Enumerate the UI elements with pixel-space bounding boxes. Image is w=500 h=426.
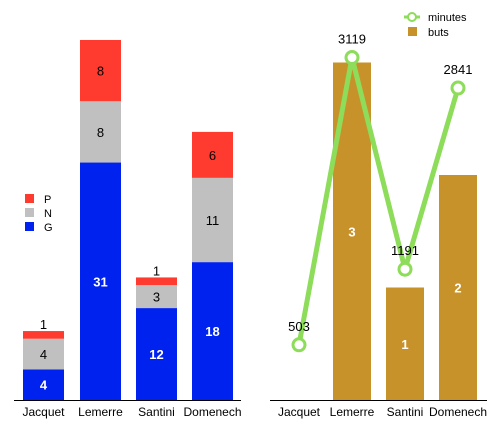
line-minutes [296,55,461,346]
bar-p-domenech [192,131,233,178]
data-label-g-jacquet: 4 [40,378,48,393]
data-label-p-santini: 1 [153,263,160,278]
data-label-buts-lemerre: 3 [348,224,355,239]
bar-g-jacquet [23,369,64,400]
data-label-n-domenech: 11 [206,213,220,228]
data-label-p-lemerre: 8 [97,64,104,79]
x-tick-label-lemerre: Lemerre [330,405,375,419]
data-label-minutes-jacquet: 503 [288,319,310,334]
legend-label-minutes: minutes [428,12,467,24]
bar-n-lemerre [80,101,121,163]
legend-swatch-n [25,208,34,217]
bar-p-lemerre [80,39,121,102]
data-label-g-lemerre: 31 [93,274,107,289]
data-label-p-domenech: 6 [209,148,216,163]
bar-g-lemerre [80,162,121,400]
x-tick-label-jacquet: Jacquet [278,405,321,419]
x-tick-label-santini: Santini [138,405,175,419]
point-minutes-lemerre [344,50,360,66]
bar-g-domenech [192,262,233,400]
bar-g-santini [136,308,177,400]
data-label-p-jacquet: 1 [40,317,47,332]
legend-swatch-g [25,222,34,231]
x-tick-label-santini: Santini [387,405,424,419]
data-label-g-domenech: 18 [205,324,219,339]
bar-buts-domenech [439,175,477,400]
data-label-g-santini: 12 [149,347,163,362]
data-label-minutes-domenech: 2841 [444,62,473,77]
legend-swatch-p [25,194,34,203]
bar-n-domenech [192,177,233,263]
x-tick-label-domenech: Domenech [183,405,241,419]
legend-top-right: minutes buts [404,12,467,39]
point-minutes-domenech [450,80,466,96]
bar-n-santini [136,285,177,309]
bar-n-jacquet [23,338,64,370]
legend-label-g: G [44,222,53,234]
data-label-n-lemerre: 8 [97,125,104,140]
legend-label-buts: buts [428,27,449,39]
point-minutes-jacquet [291,337,307,353]
data-label-n-santini: 3 [153,290,160,305]
combo-bar-line-chart: Jacquet 3 Lemerre 1 Santini 2 Domenech 503 3119 1… [270,12,487,419]
legend-swatch-buts [408,27,417,36]
stacked-bar-chart: 441Jacquet3188Lemerre1231Santini18116Dom… [14,39,242,419]
bar-p-jacquet [23,331,64,339]
x-tick-label-domenech: Domenech [429,405,487,419]
data-label-minutes-lemerre: 3119 [338,32,366,47]
point-minutes-santini [397,261,413,277]
bar-buts-santini [386,287,424,400]
legend-swatch-minutes [407,12,417,22]
data-label-buts-santini: 1 [401,337,408,352]
legend-label-n: N [44,208,52,220]
data-label-minutes-santini: 1191 [391,243,419,258]
x-tick-label-lemerre: Lemerre [78,405,123,419]
legend-left: PNG [25,194,53,234]
x-tick-label-jacquet: Jacquet [22,405,65,419]
legend-label-p: P [44,194,51,206]
data-label-buts-domenech: 2 [454,281,461,296]
data-label-n-jacquet: 4 [40,347,47,362]
bar-p-santini [136,277,177,286]
